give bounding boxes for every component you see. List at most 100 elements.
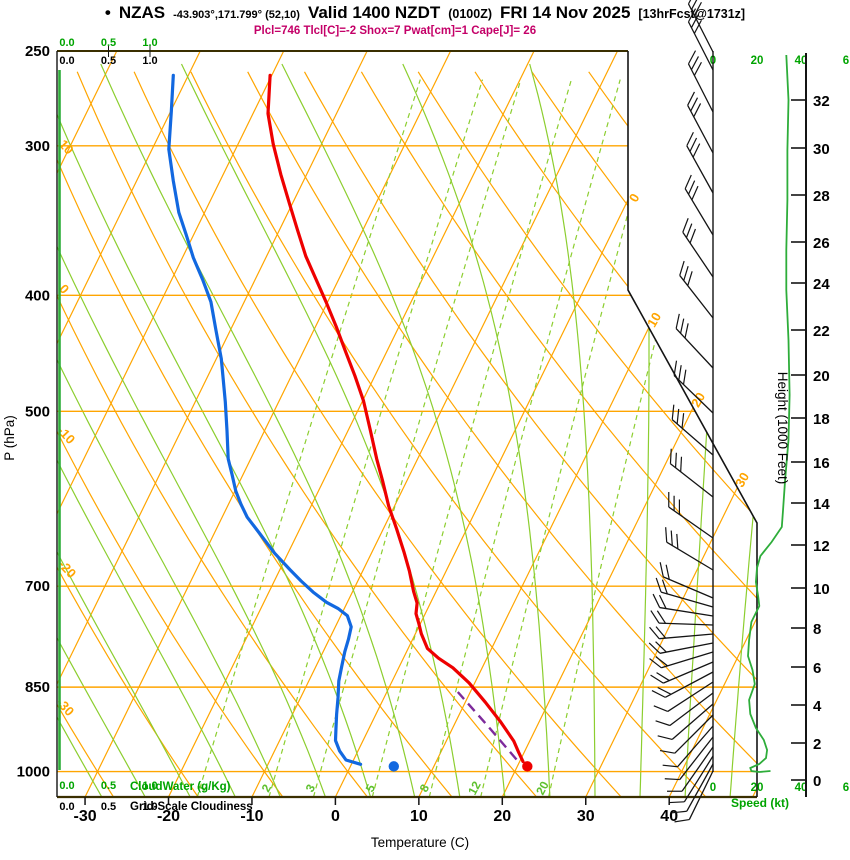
wind-barb-tick [687, 0, 692, 5]
wind-barb-tick [659, 562, 664, 578]
mixing-ratio-line [371, 79, 572, 797]
wind-barb-tick [680, 456, 683, 472]
height-tick-label: 18 [813, 411, 830, 428]
wind-barb-tick [674, 452, 677, 468]
wind-barb [683, 755, 714, 803]
wind-barb-tick [676, 408, 680, 424]
station-coords: -43.903°,171.799° (52,10) [173, 9, 300, 21]
isotherm-line [251, 51, 619, 797]
temperature-curve [266, 73, 525, 764]
wind-barb [671, 419, 714, 456]
pressure-tick-label: 500 [25, 403, 50, 420]
wind-barb-tick [678, 365, 682, 381]
temperature-tick-label: 0 [331, 808, 340, 825]
dry-adiabat-line [247, 71, 757, 797]
cloudiness-scale-value: 0.0 [59, 801, 74, 813]
wind-barb-tick [659, 749, 675, 754]
wind-barb-tick [690, 14, 700, 28]
wind-barb [660, 591, 714, 608]
wind-barb-tick [655, 626, 667, 639]
valid-date: FRI 14 Nov 2025 [500, 3, 631, 22]
wind-barb-tick [687, 91, 695, 106]
station-id: NZAS [118, 3, 166, 22]
height-tick-label: 6 [813, 660, 821, 677]
wind-barb [670, 463, 714, 498]
wind-barb [666, 541, 714, 571]
wind-barb [673, 375, 714, 414]
temperature-tick-label: -20 [157, 808, 180, 825]
height-tick-label: 32 [813, 93, 830, 110]
moist-adiabat-line [57, 63, 191, 797]
sounding-curves [58, 70, 533, 772]
wind-barb-tick [665, 527, 668, 543]
dry-adiabat-line [360, 71, 757, 797]
pressure-tick-label: 1000 [17, 764, 50, 781]
wind-barb [686, 145, 714, 194]
wind-barb [667, 681, 714, 712]
speed-scale-value: 40 [795, 55, 808, 67]
moist-adiabat-line [57, 63, 236, 797]
dry-adiabat-line [645, 71, 757, 797]
moist-adiabat-line [100, 63, 416, 797]
mixing-ratio-label: 20 [533, 779, 552, 798]
wind-barb-tick [656, 672, 670, 682]
plot-right-boundary [627, 51, 758, 797]
wind-barb-tick [682, 218, 689, 233]
wind-barb-tick [674, 818, 690, 823]
wind-barb-tick [689, 137, 698, 152]
wind-barb-tick [661, 579, 668, 595]
pressure-tick-label: 250 [25, 43, 50, 60]
height-tick-label: 12 [813, 538, 830, 555]
wind-barb [688, 770, 714, 820]
wind-barb-tick [687, 271, 693, 286]
wind-barb-tick [655, 577, 662, 593]
isotherm-line [167, 51, 535, 797]
cloudwater-scale-value: 1.0 [142, 37, 157, 49]
speed-scale-value: 40 [795, 782, 808, 794]
wind-barb [687, 63, 714, 113]
wind-barb-tick [687, 8, 697, 23]
wind-barb-tick [652, 593, 661, 608]
wind-barb [659, 622, 714, 626]
wind-barb-tick [691, 185, 699, 201]
wind-barb-tick [682, 369, 687, 385]
height-tick-label: 24 [813, 276, 830, 293]
wind-barb-tick [685, 223, 693, 238]
wind-speed-curve [747, 54, 791, 773]
wind-barb [686, 763, 714, 812]
wind-barb [671, 703, 714, 740]
wind-barb-tick [670, 530, 673, 546]
wind-barb-tick [692, 143, 701, 158]
cloudiness-scale-value: 1.0 [142, 801, 157, 813]
speed-scale-value: 20 [751, 782, 764, 794]
wind-barb-tick [669, 801, 685, 804]
wind-barb-tick [687, 180, 696, 195]
mixing-ratio-line [548, 79, 723, 797]
pressure-tick-label: 700 [25, 578, 50, 595]
cloudwater-scale-value: 1.0 [142, 780, 157, 792]
temperature-tick-label: -10 [240, 808, 263, 825]
wind-barb [682, 231, 714, 278]
valid-time: Valid 1400 NZDT [307, 3, 441, 22]
wind-barb-tick [693, 61, 702, 76]
height-tick-label: 20 [813, 368, 830, 385]
height-tick-label: 28 [813, 188, 830, 205]
dry-adiabat-line [133, 71, 622, 797]
temperature-axis-title: Temperature (C) [371, 835, 469, 850]
station-bullet: • [104, 3, 111, 22]
wind-barb-tick [655, 720, 671, 727]
cloudiness-scale-value: 0.5 [101, 55, 116, 67]
cloudwater-scale-value: 0.5 [101, 37, 116, 49]
wind-barb-tick [649, 626, 660, 640]
dry-adiabat-line [531, 71, 757, 797]
temperature-tick-label: 40 [660, 808, 678, 825]
wind-barb-tick [693, 1, 702, 16]
isotherm-line [418, 51, 757, 797]
mixing-ratio-line [312, 79, 522, 797]
wind-barb [659, 633, 714, 640]
wind-barb-tick [655, 656, 668, 667]
wind-barb [677, 725, 714, 768]
mixing-ratio-label: 12 [465, 779, 484, 798]
